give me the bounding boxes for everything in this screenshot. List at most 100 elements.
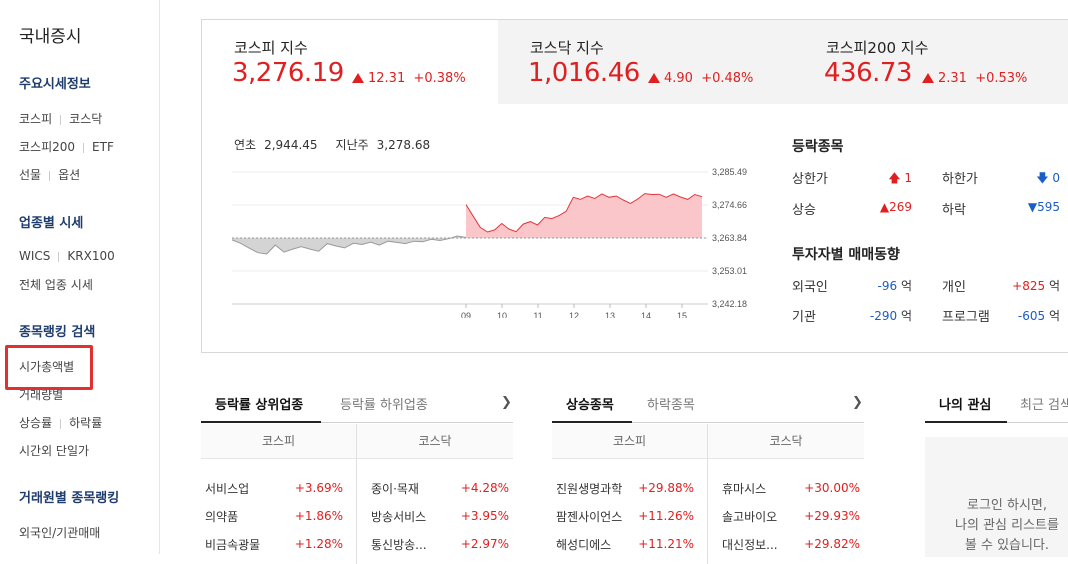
limit-down-value: 🡇 0: [1010, 169, 1060, 190]
y-tick-label: 3,274.66: [712, 200, 747, 210]
sidebar-section-main-quotes[interactable]: 주요시세정보: [19, 77, 91, 92]
sidebar-row: 상승률 하락률: [19, 414, 102, 431]
list-item-change: +1.28%: [294, 537, 343, 551]
stock-ranking-panel: 상승종목 하락종목 ❯ 코스피 코스닥 진원생명과학 +29.88% 팜젠사이언…: [552, 380, 864, 564]
advance-label: 상승: [792, 203, 816, 218]
decline-count: 595: [1037, 200, 1060, 214]
list-item-change: +11.21%: [638, 537, 694, 551]
index-change-value: 12.31: [368, 71, 406, 86]
list-item-name[interactable]: 솔고바이오: [722, 510, 778, 524]
index-change-pct: +0.53%: [975, 71, 1028, 86]
list-item-name[interactable]: 통신방송...: [371, 538, 427, 552]
sidebar-link-kospi[interactable]: 코스피: [19, 112, 53, 126]
limit-down-label: 하한가: [942, 172, 978, 187]
index-name: 코스피 지수: [234, 39, 308, 57]
column-header-kosdaq: 코스닥: [357, 424, 513, 459]
list-item-change: +29.88%: [638, 481, 694, 495]
index-tab-kosdaq[interactable]: 코스닥 지수 1,016.46 4.90 +0.48%: [498, 20, 794, 104]
list-item-name[interactable]: 서비스업: [205, 482, 250, 496]
list-item-name[interactable]: 종이·목재: [371, 482, 419, 496]
limit-up-count: 1: [904, 171, 912, 185]
sidebar-link-after-hours[interactable]: 시간외 단일가: [19, 444, 90, 458]
sidebar-section-ranking[interactable]: 종목랭킹 검색: [19, 325, 96, 340]
sidebar-row: 코스피 코스닥: [19, 110, 102, 127]
column-header-kospi: 코스피: [552, 424, 707, 459]
list-item-name[interactable]: 대신정보...: [722, 538, 778, 552]
sidebar-link-kosdaq[interactable]: 코스닥: [69, 112, 103, 126]
sidebar: 국내증시 주요시세정보 코스피 코스닥 코스피200 ETF 선물 옵션 업종별 시세…: [0, 0, 160, 554]
highlight-box: [5, 345, 93, 390]
index-tab-kospi[interactable]: 코스피 지수 3,276.19 12.31 +0.38%: [202, 20, 498, 104]
tab-losers[interactable]: 하락종목: [647, 398, 695, 413]
sidebar-section-broker-ranking[interactable]: 거래원별 종목랭킹: [19, 491, 120, 506]
decline-label: 하락: [942, 203, 966, 218]
index-value: 3,276.19: [232, 58, 344, 88]
x-axis: 09 10 11 12 13 14 15: [461, 304, 687, 318]
y-axis: 3,285.49 3,274.66 3,263.84 3,253.01 3,242.18: [712, 168, 747, 309]
sidebar-link-volume[interactable]: 거래량별: [19, 388, 64, 402]
sidebar-link-etf[interactable]: ETF: [92, 140, 114, 154]
sidebar-row: WICS KRX100: [19, 249, 115, 263]
active-tab-indicator: [925, 421, 1007, 423]
area-below-baseline: [232, 236, 466, 254]
x-tick-label: 11: [533, 311, 542, 318]
sidebar-link-krx100[interactable]: KRX100: [67, 249, 115, 263]
sidebar-link-options[interactable]: 옵션: [58, 168, 81, 182]
list-item-name[interactable]: 해성디에스: [556, 538, 612, 552]
investor-individual-value: +825 억: [990, 277, 1060, 294]
index-tab-kospi200[interactable]: 코스피200 지수 436.73 2.31 +0.53%: [794, 20, 1068, 104]
column-header-kosdaq: 코스닥: [708, 424, 864, 459]
column-header-kospi: 코스피: [201, 424, 356, 459]
sector-tabs: 등락률 상위업종 등락률 하위업종 ❯: [201, 380, 513, 423]
sidebar-link-kospi200[interactable]: 코스피200: [19, 140, 76, 154]
sidebar-link-losers[interactable]: 하락률: [69, 416, 103, 430]
tab-my-interest[interactable]: 나의 관심: [939, 398, 992, 413]
index-change: 12.31 +0.38%: [352, 71, 466, 86]
x-tick-label: 14: [641, 311, 651, 318]
index-change-pct: +0.48%: [701, 71, 754, 86]
up-triangle-icon: [352, 73, 364, 83]
list-item-change: +29.82%: [804, 537, 860, 551]
sidebar-link-market-cap[interactable]: 시가총액별: [19, 360, 75, 374]
list-item-name[interactable]: 비금속광물: [205, 538, 261, 552]
sidebar-link-gainers[interactable]: 상승률: [19, 416, 53, 430]
investor-foreign-label: 외국인: [792, 280, 828, 295]
tab-bottom-sectors[interactable]: 등락률 하위업종: [340, 398, 428, 413]
list-item-name[interactable]: 방송서비스: [371, 510, 427, 524]
sidebar-section-sector[interactable]: 업종별 시세: [19, 216, 84, 231]
tab-gainers[interactable]: 상승종목: [566, 398, 614, 413]
investor-title: 투자자별 매매동향: [792, 247, 900, 263]
down-triangle-icon: ▼: [1027, 200, 1038, 214]
tab-recent-search[interactable]: 최근 검색: [1020, 398, 1068, 413]
chevron-right-icon[interactable]: ❯: [501, 395, 512, 410]
x-tick-label: 15: [677, 311, 687, 318]
list-item-name[interactable]: 진원생명과학: [556, 482, 623, 496]
column-divider: [356, 424, 357, 564]
index-change: 2.31 +0.53%: [922, 71, 1027, 86]
sidebar-link-futures[interactable]: 선물: [19, 168, 42, 182]
prev-week-value: 3,278.68: [376, 138, 431, 152]
down-arrow-icon: 🡇: [1036, 171, 1049, 185]
decline-value: ▼595: [1010, 200, 1060, 214]
x-tick-label: 12: [569, 311, 579, 318]
list-item-change: +11.26%: [638, 509, 694, 523]
list-item-name[interactable]: 팜젠사이언스: [556, 510, 623, 524]
investor-program-value: -605 억: [990, 307, 1060, 324]
y-tick-label: 3,253.01: [712, 266, 747, 276]
market-summary-panel: 코스피 지수 3,276.19 12.31 +0.38% 코스닥 지수 1,01…: [201, 19, 1068, 353]
investor-individual-label: 개인: [942, 280, 966, 295]
column-divider: [707, 424, 708, 564]
unit: 억: [1048, 279, 1060, 293]
tab-top-sectors[interactable]: 등락률 상위업종: [215, 398, 304, 413]
limit-up-value: 🡅 1: [862, 169, 912, 190]
sidebar-link-all-sectors[interactable]: 전체 업종 시세: [19, 278, 93, 292]
list-item-name[interactable]: 의약품: [205, 510, 239, 524]
chevron-right-icon[interactable]: ❯: [852, 395, 863, 410]
sidebar-link-wics[interactable]: WICS: [19, 249, 51, 263]
up-arrow-icon: 🡅: [888, 171, 901, 185]
list-item-name[interactable]: 휴마시스: [722, 482, 767, 496]
active-tab-indicator: [201, 421, 321, 423]
ytd-value: 2,944.45: [264, 138, 318, 152]
sidebar-link-foreign-institution[interactable]: 외국인/기관매매: [19, 526, 101, 540]
interest-panel: 나의 관심 최근 검색: [925, 380, 1068, 560]
